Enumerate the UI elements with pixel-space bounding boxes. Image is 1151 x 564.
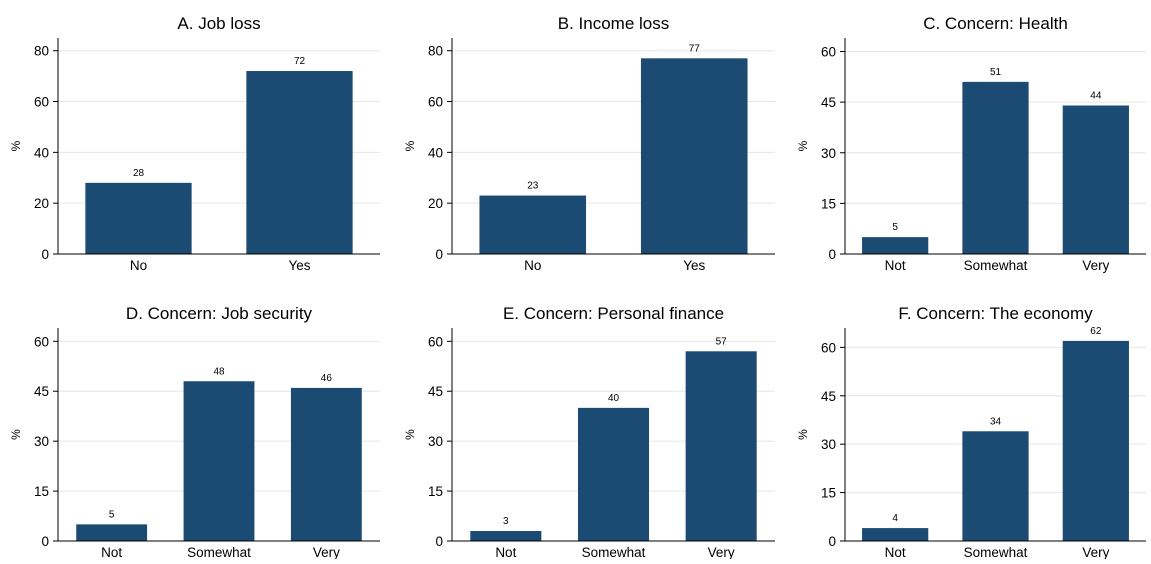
data-label: 4 (892, 513, 898, 524)
y-tick-label: 80 (428, 44, 443, 59)
x-tick-label: Very (1082, 258, 1109, 273)
y-tick-label: 80 (34, 44, 49, 59)
data-label: 48 (213, 366, 225, 377)
bar (290, 387, 362, 541)
x-tick-label: Very (708, 545, 735, 559)
data-label: 77 (689, 43, 701, 54)
x-tick-label: Yes (683, 258, 705, 273)
y-tick-label: 0 (435, 247, 443, 262)
x-tick-label: No (524, 258, 541, 273)
data-label: 3 (503, 516, 509, 527)
y-tick-label: 40 (428, 145, 443, 160)
bar (685, 351, 757, 541)
panel-title: D. Concern: Job security (126, 304, 313, 323)
y-axis-label: % (796, 429, 810, 440)
x-tick-label: Not (101, 545, 122, 559)
bar (1062, 340, 1129, 541)
chart-panel-5: E. Concern: Personal finance 3 Not 40 Somewh… (403, 304, 775, 560)
data-label: 46 (321, 373, 333, 384)
chart-panel-4: D. Concern: Job security 5 Not 48 Somewhat 46… (9, 304, 380, 560)
panel-title: B. Income loss (558, 14, 670, 33)
data-label: 44 (1090, 91, 1102, 102)
y-axis-label: % (403, 140, 417, 151)
bar (246, 71, 353, 254)
y-tick-label: 0 (435, 534, 443, 549)
panel-title: A. Job loss (177, 14, 260, 33)
x-tick-label: Yes (288, 258, 310, 273)
y-tick-label: 15 (34, 484, 49, 499)
y-tick-label: 60 (821, 45, 836, 60)
chart-panel-3: C. Concern: Health 5 Not 51 Somewhat 44 Very 0 1… (796, 14, 1146, 273)
data-label: 5 (892, 222, 898, 233)
data-label: 40 (608, 393, 620, 404)
y-tick-label: 15 (821, 486, 836, 501)
y-axis-label: % (403, 429, 417, 440)
y-tick-label: 60 (34, 334, 49, 349)
y-tick-label: 30 (821, 437, 836, 452)
y-tick-label: 45 (821, 95, 836, 110)
x-tick-label: Not (885, 258, 906, 273)
bar (1062, 105, 1129, 254)
x-tick-label: Somewhat (187, 545, 251, 559)
data-label: 34 (990, 416, 1002, 427)
y-tick-label: 60 (821, 340, 836, 355)
y-tick-label: 20 (34, 196, 49, 211)
x-tick-label: Somewhat (964, 258, 1028, 273)
bar (862, 237, 929, 254)
y-tick-label: 60 (428, 95, 443, 110)
x-tick-label: Not (495, 545, 516, 559)
panel-title: C. Concern: Health (923, 14, 1068, 33)
y-tick-label: 30 (34, 434, 49, 449)
x-tick-label: Somewhat (582, 545, 646, 559)
bar (76, 524, 148, 541)
data-label: 57 (716, 336, 728, 347)
data-label: 62 (1090, 326, 1102, 337)
y-tick-label: 0 (828, 247, 836, 262)
y-axis-label: % (796, 140, 810, 151)
x-tick-label: Somewhat (964, 545, 1028, 559)
data-label: 28 (133, 168, 145, 179)
y-tick-label: 45 (428, 384, 443, 399)
y-tick-label: 15 (821, 196, 836, 211)
y-tick-label: 0 (41, 247, 49, 262)
bar (470, 531, 542, 541)
panel-title: F. Concern: The economy (898, 304, 1093, 323)
data-label: 23 (527, 181, 539, 192)
bar (479, 195, 587, 254)
y-axis-label: % (9, 429, 23, 440)
y-tick-label: 30 (821, 146, 836, 161)
bar (85, 182, 192, 254)
y-tick-label: 30 (428, 434, 443, 449)
y-tick-label: 0 (828, 534, 836, 549)
y-tick-label: 0 (41, 534, 49, 549)
bar (962, 81, 1029, 254)
y-axis-label: % (9, 140, 23, 151)
y-tick-label: 60 (34, 95, 49, 110)
bar (862, 528, 929, 541)
panel-title: E. Concern: Personal finance (503, 304, 724, 323)
data-label: 5 (109, 509, 115, 520)
x-tick-label: Not (885, 545, 906, 559)
bar (577, 407, 650, 541)
chart-panel-2: B. Income loss 23 No 77 Yes 0 20 40 60 80% (403, 14, 775, 273)
y-tick-label: 45 (34, 384, 49, 399)
y-tick-label: 20 (428, 196, 443, 211)
data-label: 72 (294, 56, 306, 67)
x-tick-label: Very (1082, 545, 1109, 559)
y-tick-label: 40 (34, 145, 49, 160)
y-tick-label: 15 (428, 484, 443, 499)
x-tick-label: Very (313, 545, 340, 559)
chart-panel-6: F. Concern: The economy 4 Not 34 Somewhat 62 V… (796, 304, 1146, 560)
bar (640, 58, 748, 255)
chart-panel-1: A. Job loss 28 No 72 Yes 0 20 40 60 80% (9, 14, 380, 273)
data-label: 51 (990, 67, 1002, 78)
bar (962, 431, 1029, 541)
bar (183, 381, 255, 541)
x-tick-label: No (130, 258, 147, 273)
y-tick-label: 45 (821, 389, 836, 404)
y-tick-label: 60 (428, 334, 443, 349)
